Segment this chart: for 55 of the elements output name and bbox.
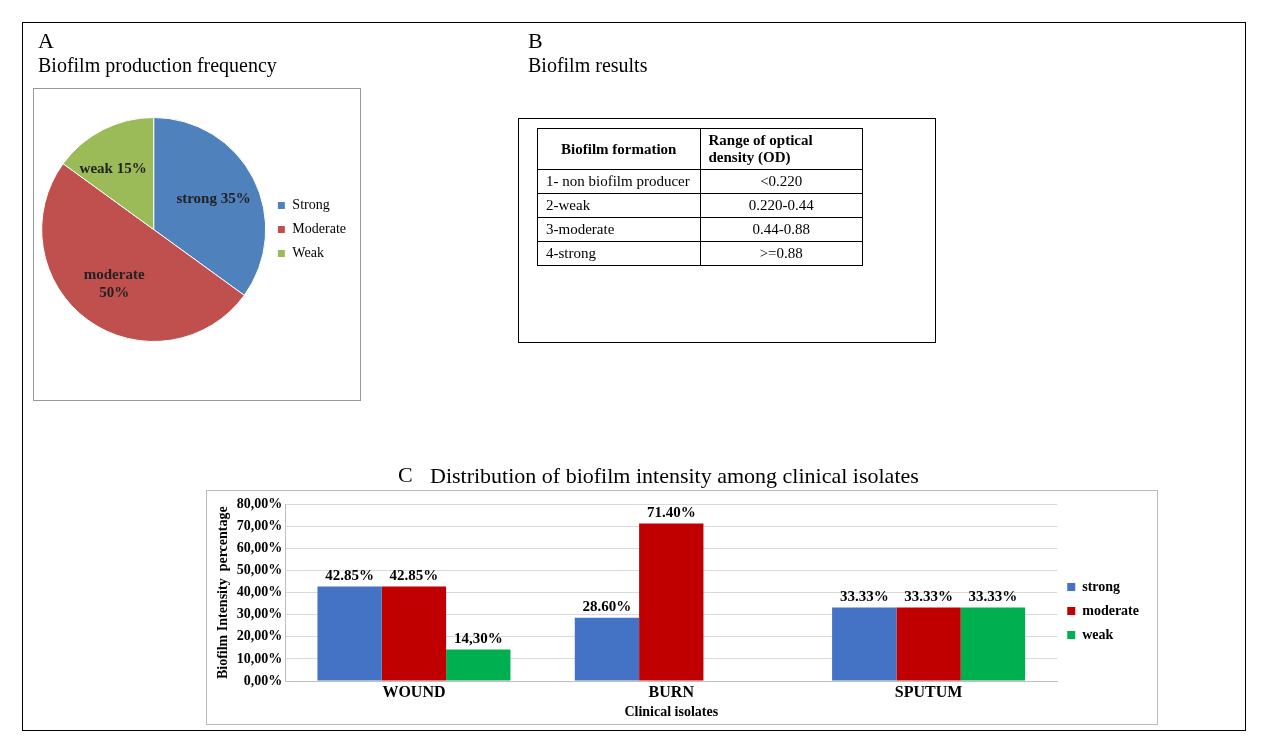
bar: [639, 523, 704, 681]
bar: [381, 586, 447, 681]
x-tick-label: WOUND: [382, 682, 446, 700]
data-label: 28.60%: [582, 598, 632, 615]
text: 4-strong: [537, 241, 700, 266]
y-tick-label: 70,00%: [236, 518, 283, 534]
bar: [960, 607, 1026, 681]
text: >=0.88: [700, 241, 863, 266]
text: Biofilm results: [528, 54, 648, 77]
legend-label: moderate: [1082, 602, 1140, 618]
data-label: 33.33%: [904, 587, 953, 604]
bar: [574, 617, 640, 681]
data-label: strong 35%: [176, 189, 251, 206]
text: C: [398, 462, 413, 488]
y-tick-label: 50,00%: [236, 562, 283, 578]
text: Range of optical density (OD): [700, 128, 863, 170]
text: Biofilm formation: [537, 128, 700, 170]
data-label: 42.85%: [325, 566, 374, 583]
y-tick-label: 20,00%: [236, 628, 283, 644]
data-label: 33.33%: [968, 587, 1018, 604]
chart-title: Biofilm production frequency: [38, 54, 277, 77]
text: 3-moderate: [537, 217, 700, 242]
data-label: 71.40%: [646, 503, 696, 520]
data-label: 14,30%: [453, 629, 503, 646]
chart-title: Distribution of biofilm intensity among clinical isolates: [430, 463, 919, 489]
y-tick-label: 60,00%: [236, 540, 283, 556]
legend-label: Weak: [292, 245, 324, 261]
legend-label: Strong: [292, 197, 330, 213]
bar: [896, 607, 961, 681]
y-tick-label: 40,00%: [236, 584, 283, 600]
x-tick-label: SPUTUM: [894, 682, 963, 700]
y-axis-title: Biofilm Intensity percentage: [215, 506, 231, 680]
data-label: weak 15%: [79, 160, 147, 177]
y-tick-label: 0,00%: [243, 672, 283, 688]
text: <0.220: [700, 169, 863, 194]
text: A: [38, 28, 54, 54]
data-label: 33.33%: [839, 587, 889, 604]
bar: [832, 607, 897, 681]
x-tick-label: BURN: [648, 682, 695, 700]
y-tick-label: 80,00%: [236, 496, 283, 512]
data-label: 42.85%: [389, 566, 439, 583]
text: B: [528, 28, 543, 54]
data-label: moderate 50%: [83, 265, 145, 300]
legend-label: weak: [1082, 626, 1114, 642]
text: 0.44-0.88: [700, 217, 863, 242]
text: 0.220-0.44: [700, 193, 863, 218]
x-axis-title: Clinical isolates: [624, 704, 719, 720]
text: 2-weak: [537, 193, 700, 218]
legend-label: strong: [1082, 578, 1121, 594]
y-tick-label: 30,00%: [236, 606, 283, 622]
bar: [446, 649, 511, 681]
legend-label: Moderate: [292, 221, 347, 237]
bar: [317, 586, 382, 681]
y-tick-label: 10,00%: [236, 650, 283, 666]
text: 1- non biofilm producer: [537, 169, 700, 194]
